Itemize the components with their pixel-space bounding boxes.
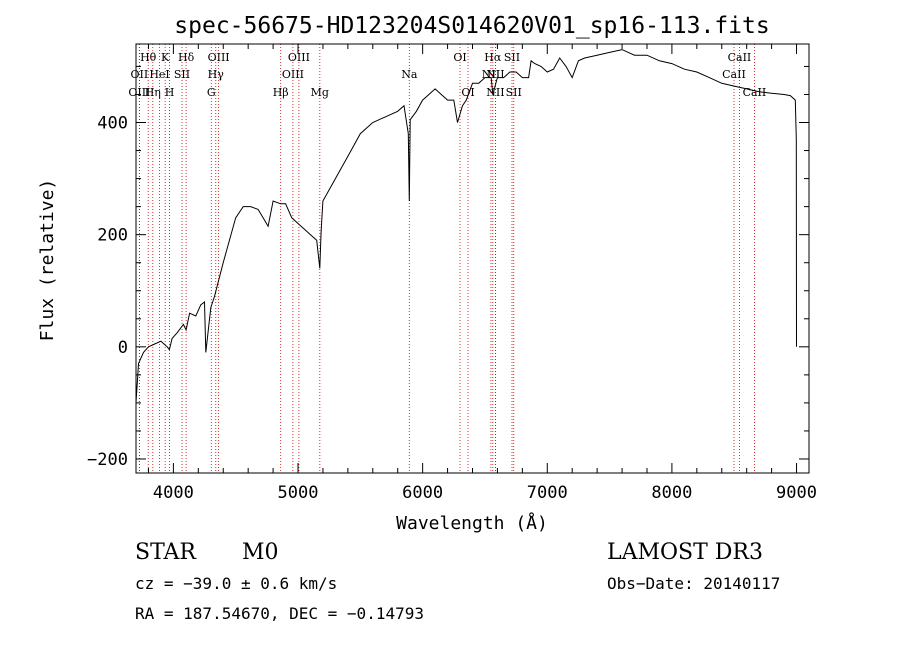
- object-subclass: M0: [242, 540, 279, 565]
- marker-label-18: OI: [461, 86, 474, 99]
- marker-label-4: HeI: [149, 68, 169, 81]
- y-tick-label-1: 0: [118, 338, 128, 358]
- marker-label-0: Hθ: [140, 51, 157, 64]
- marker-label-15: Mg: [311, 86, 329, 99]
- x-axis-ticks: 4000 5000 6000 7000 8000 9000: [147, 44, 817, 503]
- marker-label-12: OIII: [288, 51, 310, 64]
- marker-label-17: OI: [453, 51, 466, 64]
- x-tick-label-0: 4000: [153, 483, 194, 503]
- marker-label-26: CaII: [722, 68, 746, 81]
- marker-label-23: NII: [486, 86, 504, 99]
- marker-label-24: SII: [506, 86, 522, 99]
- marker-label-10: Hγ: [208, 68, 225, 81]
- object-class: STAR: [135, 540, 196, 565]
- x-axis-label: Wavelength (Å): [396, 512, 548, 534]
- observation-date: Obs−Date: 20140117: [607, 574, 781, 593]
- marker-label-16: Na: [401, 68, 418, 81]
- marker-label-20: SII: [504, 51, 520, 64]
- y-tick-label-2: 200: [97, 226, 128, 246]
- marker-label-13: OIII: [282, 68, 304, 81]
- plot-frame: [135, 43, 810, 474]
- coordinates: RA = 187.54670, DEC = −0.14793: [135, 604, 424, 623]
- y-tick-label-0: −200: [87, 450, 128, 470]
- x-tick-label-5: 9000: [776, 483, 817, 503]
- marker-label-8: SII: [174, 68, 190, 81]
- spectrum-line: [135, 49, 797, 403]
- redshift-cz: cz = −39.0 ± 0.6 km/s: [135, 574, 338, 593]
- x-tick-label-2: 6000: [402, 483, 443, 503]
- y-axis-ticks: −200 0 200 400: [87, 65, 809, 470]
- x-tick-label-3: 7000: [527, 483, 568, 503]
- marker-label-19: Hα: [484, 51, 502, 64]
- chart-title: spec-56675-HD123204S014620V01_sp16-113.f…: [174, 13, 769, 39]
- x-tick-label-4: 8000: [651, 483, 692, 503]
- marker-label-9: OIII: [208, 51, 230, 64]
- survey-name: LAMOST DR3: [607, 540, 763, 565]
- marker-label-14: Hβ: [273, 86, 289, 99]
- marker-label-2: OIII: [128, 86, 150, 99]
- marker-label-7: Hδ: [178, 51, 195, 64]
- x-tick-label-1: 5000: [278, 483, 319, 503]
- y-axis-label: Flux (relative): [37, 179, 58, 342]
- marker-label-25: CaII: [728, 51, 752, 64]
- marker-label-5: Hη: [145, 86, 161, 99]
- marker-label-3: K: [161, 51, 170, 64]
- y-tick-label-3: 400: [97, 114, 128, 134]
- marker-label-6: H: [165, 86, 175, 99]
- marker-label-11: G: [207, 86, 216, 99]
